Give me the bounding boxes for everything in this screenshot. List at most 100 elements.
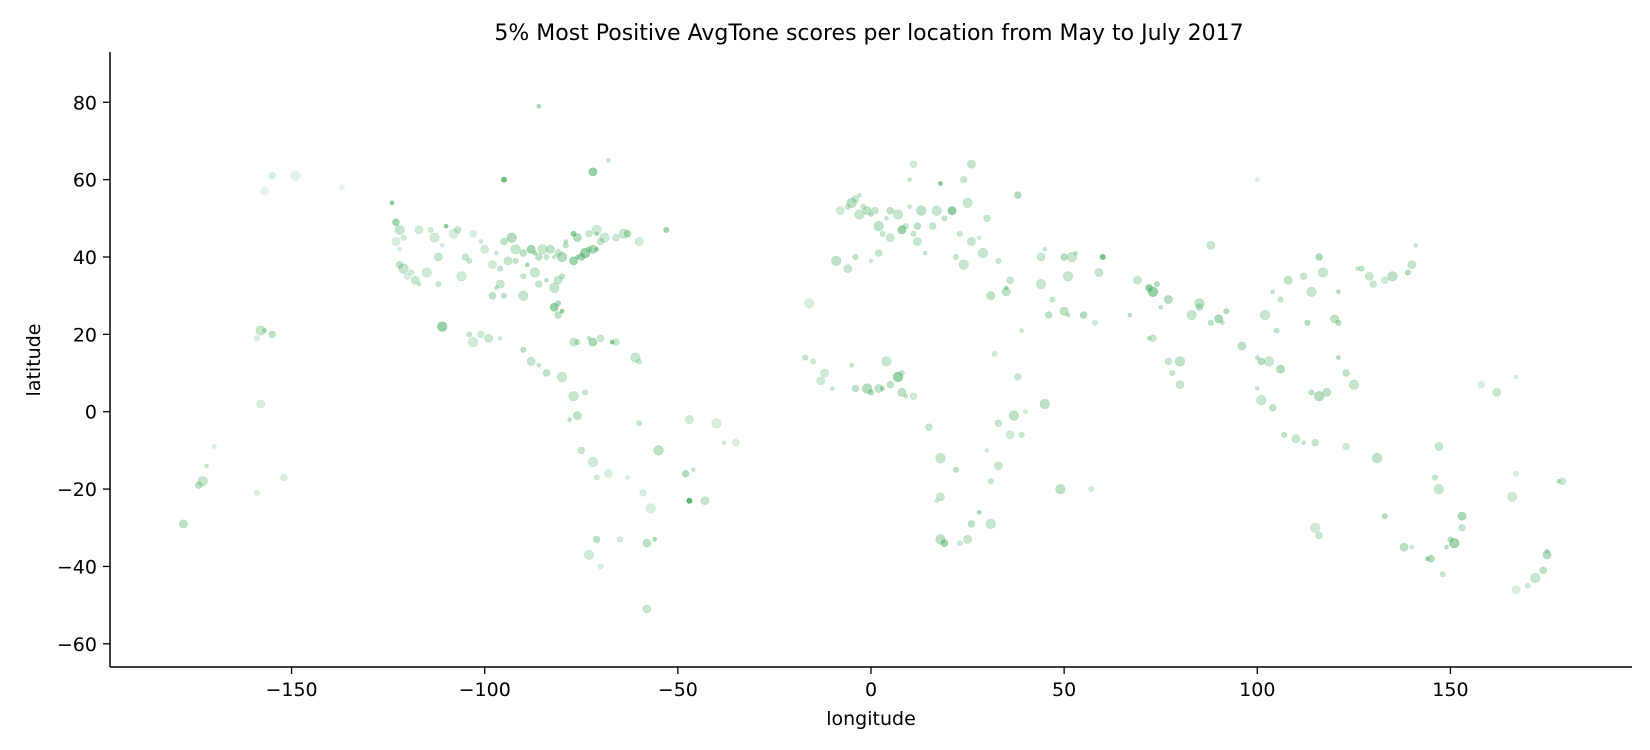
data-point bbox=[532, 250, 538, 256]
data-point bbox=[1306, 286, 1317, 297]
data-point bbox=[1133, 275, 1142, 285]
data-point bbox=[1277, 296, 1284, 303]
data-point bbox=[605, 158, 611, 163]
data-point bbox=[967, 520, 976, 528]
data-points bbox=[178, 103, 1567, 614]
data-point bbox=[551, 254, 557, 260]
data-point bbox=[574, 339, 581, 346]
data-point bbox=[909, 392, 918, 400]
data-point bbox=[597, 563, 604, 570]
data-point bbox=[940, 539, 949, 547]
data-point bbox=[1458, 524, 1466, 532]
y-tick-label: −20 bbox=[57, 479, 97, 501]
data-point bbox=[1066, 251, 1077, 263]
data-point bbox=[898, 369, 905, 376]
x-tick-label: 50 bbox=[1052, 679, 1076, 701]
data-point bbox=[685, 415, 694, 424]
data-point bbox=[1220, 320, 1225, 326]
data-point bbox=[537, 244, 548, 255]
data-point bbox=[986, 291, 996, 301]
data-point bbox=[802, 354, 809, 361]
data-point bbox=[1342, 369, 1350, 377]
data-point bbox=[524, 262, 530, 268]
data-point bbox=[860, 203, 867, 210]
data-point bbox=[594, 247, 600, 252]
data-point bbox=[934, 498, 940, 504]
data-point bbox=[1507, 491, 1518, 502]
data-point bbox=[518, 290, 529, 301]
data-point bbox=[873, 221, 884, 232]
data-point bbox=[497, 335, 503, 341]
data-point bbox=[1255, 177, 1260, 182]
data-point bbox=[1039, 398, 1050, 410]
data-point bbox=[861, 383, 873, 394]
data-point bbox=[956, 540, 963, 547]
data-point bbox=[922, 250, 928, 256]
data-point bbox=[1049, 296, 1056, 303]
data-point bbox=[645, 503, 656, 514]
data-point bbox=[1079, 311, 1088, 319]
data-point bbox=[1511, 585, 1521, 594]
data-point bbox=[569, 337, 578, 347]
data-point bbox=[1263, 356, 1274, 367]
data-point bbox=[1413, 243, 1418, 248]
data-point bbox=[554, 249, 562, 257]
data-point bbox=[593, 474, 600, 481]
data-point bbox=[1273, 327, 1280, 334]
data-point bbox=[1381, 513, 1388, 520]
data-point bbox=[634, 237, 644, 246]
data-point bbox=[466, 257, 473, 264]
data-point bbox=[884, 216, 889, 221]
data-point bbox=[520, 346, 527, 353]
data-point bbox=[1276, 364, 1285, 374]
data-point bbox=[536, 362, 542, 368]
data-point bbox=[403, 272, 412, 280]
data-point bbox=[484, 333, 493, 343]
data-point bbox=[398, 263, 409, 274]
data-point bbox=[1092, 319, 1099, 326]
data-point bbox=[931, 205, 942, 216]
data-point bbox=[529, 267, 541, 278]
data-point bbox=[1005, 430, 1015, 440]
data-point bbox=[433, 252, 443, 262]
data-point bbox=[700, 496, 710, 506]
data-point bbox=[1055, 484, 1066, 495]
data-point bbox=[1255, 386, 1260, 391]
x-tick-label: 0 bbox=[865, 679, 877, 701]
data-point bbox=[907, 204, 912, 209]
data-point bbox=[1186, 309, 1197, 321]
data-point bbox=[1255, 355, 1260, 360]
data-point bbox=[603, 469, 613, 478]
chart-title: 5% Most Positive AvgTone scores per loca… bbox=[494, 21, 1243, 46]
data-point bbox=[599, 232, 610, 243]
data-point bbox=[886, 206, 894, 215]
data-point bbox=[985, 518, 996, 530]
data-point bbox=[549, 282, 560, 294]
data-point bbox=[642, 538, 652, 548]
data-point bbox=[570, 230, 577, 237]
data-point bbox=[1223, 308, 1230, 315]
data-point bbox=[1195, 303, 1204, 311]
data-point bbox=[1088, 486, 1095, 493]
data-point bbox=[546, 244, 555, 254]
data-point bbox=[256, 399, 266, 409]
data-point bbox=[1158, 304, 1163, 310]
data-point bbox=[1432, 474, 1439, 481]
data-point bbox=[1313, 391, 1325, 402]
data-point bbox=[886, 380, 894, 389]
data-point bbox=[907, 177, 912, 182]
data-point bbox=[478, 239, 484, 244]
data-point bbox=[686, 497, 693, 504]
data-point bbox=[1364, 271, 1374, 281]
data-point bbox=[421, 267, 432, 278]
data-point bbox=[867, 389, 874, 396]
data-point bbox=[881, 356, 892, 367]
data-point bbox=[1358, 265, 1365, 272]
data-point bbox=[577, 446, 585, 455]
data-point bbox=[995, 257, 1002, 264]
data-point bbox=[178, 519, 188, 529]
data-point bbox=[1059, 306, 1069, 316]
data-point bbox=[623, 230, 632, 238]
data-point bbox=[897, 387, 907, 397]
data-point bbox=[520, 273, 527, 280]
